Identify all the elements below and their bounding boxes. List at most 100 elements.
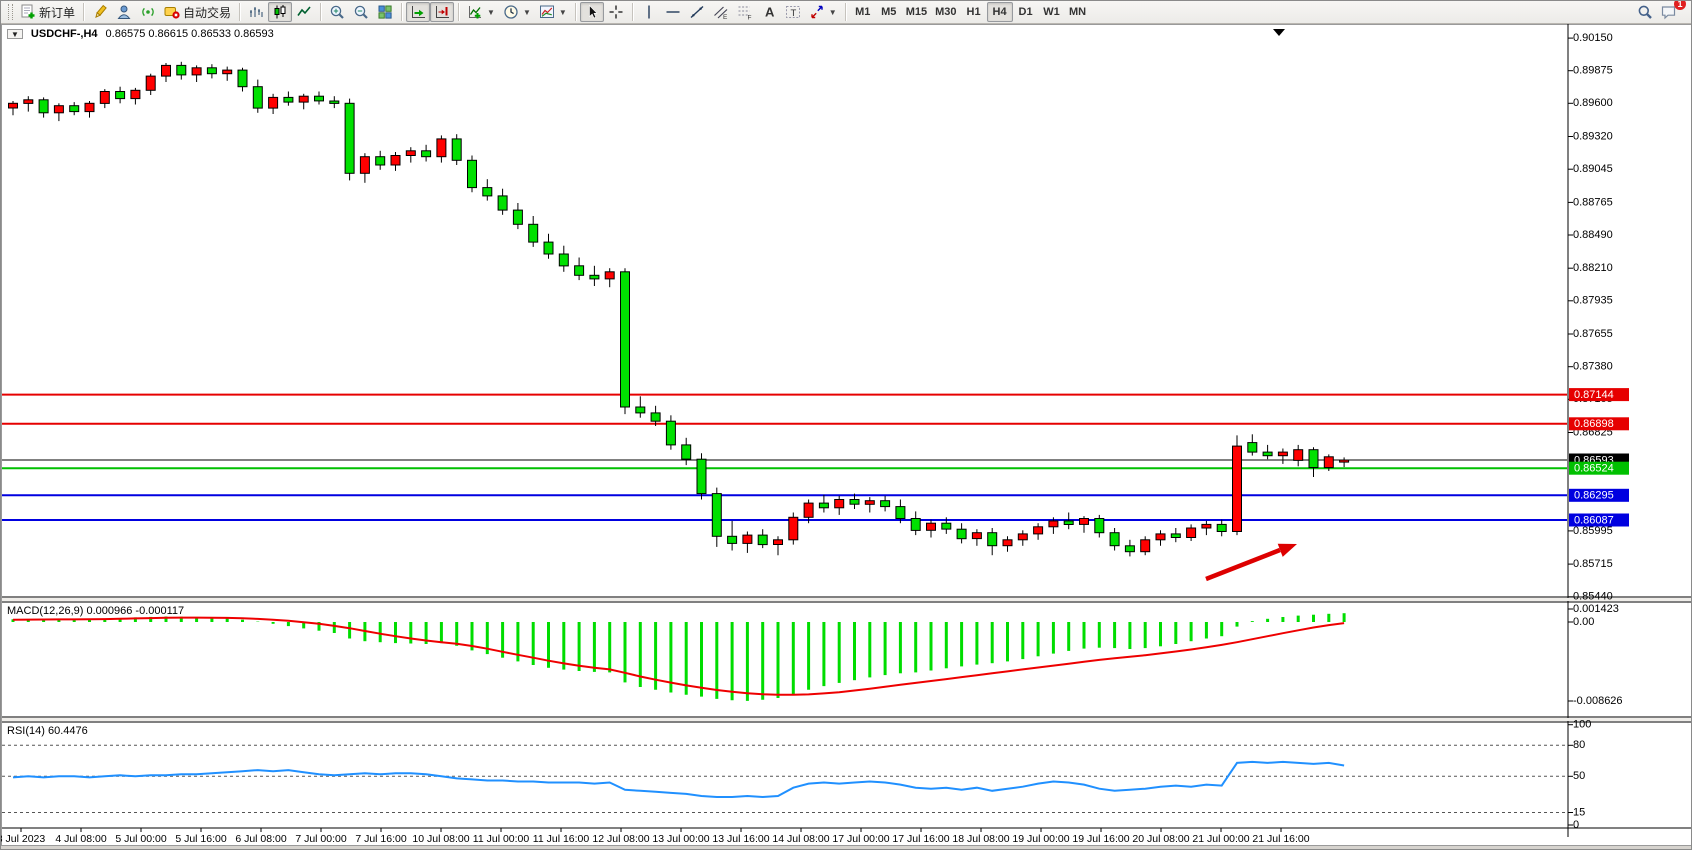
window-bottom-strip: [1, 846, 1691, 849]
arrows-button[interactable]: ▼: [805, 2, 841, 22]
svg-text:13 Jul 16:00: 13 Jul 16:00: [712, 833, 769, 845]
indicators-icon: [467, 4, 483, 20]
toolbar: 新订单 自动交易 ▼ ▼ ▼ E F A T ▼ M1 M5 M15 M30 H1 H4 D1 W1 MN 1: [1, 1, 1691, 24]
tile-windows-button[interactable]: [373, 2, 397, 22]
svg-text:0: 0: [1573, 819, 1579, 831]
text-button[interactable]: A: [757, 2, 781, 22]
svg-text:21 Jul 00:00: 21 Jul 00:00: [1192, 833, 1249, 845]
svg-text:100: 100: [1573, 719, 1591, 731]
svg-text:4 Jul 08:00: 4 Jul 08:00: [55, 833, 107, 845]
chart-shift-button[interactable]: [430, 2, 455, 22]
label-button[interactable]: T: [781, 2, 805, 22]
hline-button[interactable]: [661, 2, 685, 22]
svg-text:11 Jul 00:00: 11 Jul 00:00: [473, 833, 530, 845]
svg-text:17 Jul 00:00: 17 Jul 00:00: [832, 833, 889, 845]
dropdown-arrow-icon: ▼: [487, 7, 495, 17]
rsi-value: 60.4476: [47, 725, 88, 737]
time-axis[interactable]: 3 Jul 2023 4 Jul 08:00 5 Jul 00:00 5 Jul 16…: [1, 828, 1310, 845]
zoom-in-button[interactable]: [325, 2, 349, 22]
metaeditor-button[interactable]: [88, 2, 112, 22]
arrows-icon: [809, 4, 825, 20]
trendline-icon: [689, 4, 705, 20]
cursor-icon: [584, 4, 600, 20]
svg-text:80: 80: [1573, 739, 1585, 751]
arrow-annotation[interactable]: [1205, 543, 1297, 582]
trendline-button[interactable]: [685, 2, 709, 22]
timeframe-m15[interactable]: M15: [905, 6, 928, 18]
cursor-button[interactable]: [579, 2, 604, 22]
templates-button[interactable]: ▼: [535, 2, 571, 22]
new-order-icon: [20, 4, 36, 20]
toolbar-separator: [239, 3, 241, 21]
chart-shift-icon: [434, 4, 450, 20]
svg-text:0.88490: 0.88490: [1573, 229, 1613, 241]
toolbar-separator: [320, 3, 322, 21]
svg-text:T: T: [790, 8, 796, 19]
candlestick-chart-button[interactable]: [268, 2, 293, 22]
fibonacci-button[interactable]: F: [733, 2, 757, 22]
svg-text:0.86898: 0.86898: [1574, 418, 1614, 430]
svg-text:20 Jul 08:00: 20 Jul 08:00: [1132, 833, 1189, 845]
line-chart-button[interactable]: [292, 2, 316, 22]
dropdown-arrow-icon: ▼: [828, 7, 837, 17]
toolbar-separator: [844, 3, 846, 21]
macd-pane-label: MACD(12,26,9) 0.000966 -0.000117: [7, 605, 184, 617]
zoom-out-icon: [353, 4, 369, 20]
svg-text:E: E: [723, 14, 728, 20]
tile-windows-icon: [377, 4, 393, 20]
svg-text:11 Jul 16:00: 11 Jul 16:00: [533, 833, 590, 845]
profile-button[interactable]: [112, 2, 136, 22]
search-button[interactable]: [1633, 2, 1657, 22]
chat-badge: 1: [1674, 1, 1686, 10]
one-click-expander-icon[interactable]: ▼: [7, 29, 23, 39]
zoom-out-button[interactable]: [349, 2, 373, 22]
symbol-info: ▼ USDCHF-,H4 0.86575 0.86615 0.86533 0.8…: [7, 28, 274, 40]
label-icon: T: [785, 4, 801, 20]
svg-text:0.85715: 0.85715: [1573, 558, 1613, 570]
zoom-in-icon: [329, 4, 345, 20]
timeframe-mn[interactable]: MN: [1068, 6, 1087, 18]
macd-name: MACD(12,26,9): [7, 605, 84, 617]
svg-text:A: A: [765, 5, 775, 20]
auto-scroll-button[interactable]: [406, 2, 431, 22]
channel-button[interactable]: E: [709, 2, 733, 22]
timeframe-m30[interactable]: M30: [935, 6, 957, 18]
timeframe-m5[interactable]: M5: [881, 6, 897, 18]
horizontal-level-lines[interactable]: 0.871440.868980.865930.865240.862950.860…: [2, 388, 1629, 527]
signals-button[interactable]: [136, 2, 160, 22]
crosshair-icon: [608, 4, 624, 20]
new-order-button-label: 新订单: [39, 5, 76, 20]
svg-text:50: 50: [1573, 770, 1585, 782]
ohlc-values: 0.86575 0.86615 0.86533 0.86593: [105, 28, 274, 40]
new-order-button[interactable]: 新订单: [16, 2, 79, 22]
svg-text:5 Jul 00:00: 5 Jul 00:00: [115, 833, 167, 845]
svg-text:0.89600: 0.89600: [1573, 97, 1613, 109]
bar-chart-button[interactable]: [244, 2, 268, 22]
svg-text:5 Jul 16:00: 5 Jul 16:00: [175, 833, 227, 845]
timeframe-m1[interactable]: M1: [855, 6, 871, 18]
timeframe-h1[interactable]: H1: [966, 6, 981, 18]
crosshair-button[interactable]: [604, 2, 628, 22]
svg-text:15: 15: [1573, 806, 1585, 818]
indicators-button[interactable]: ▼: [463, 2, 499, 22]
svg-text:3 Jul 2023: 3 Jul 2023: [1, 833, 45, 845]
vline-button[interactable]: [637, 2, 661, 22]
svg-text:0.89875: 0.89875: [1573, 65, 1613, 77]
svg-text:17 Jul 16:00: 17 Jul 16:00: [892, 833, 949, 845]
timeframe-h4[interactable]: H4: [986, 2, 1013, 22]
autotrading-icon: [164, 4, 180, 20]
autotrading-button[interactable]: 自动交易: [160, 2, 235, 22]
fibonacci-icon: F: [737, 4, 753, 20]
svg-text:0.87655: 0.87655: [1573, 328, 1613, 340]
chat-button[interactable]: 1: [1657, 1, 1686, 22]
chart-svg: 0.90150 0.89875 0.89600 0.89320 0.89045 0.887…: [1, 24, 1691, 846]
svg-text:0.85995: 0.85995: [1573, 525, 1613, 537]
periods-button[interactable]: ▼: [499, 2, 535, 22]
templates-icon: [539, 4, 555, 20]
dropdown-arrow-icon: ▼: [558, 7, 567, 17]
timeframe-w1[interactable]: W1: [1043, 6, 1060, 18]
timeframe-d1[interactable]: D1: [1018, 6, 1033, 18]
profile-icon: [116, 4, 132, 20]
svg-text:0.86087: 0.86087: [1574, 514, 1614, 526]
autotrading-button-label: 自动交易: [183, 5, 232, 20]
